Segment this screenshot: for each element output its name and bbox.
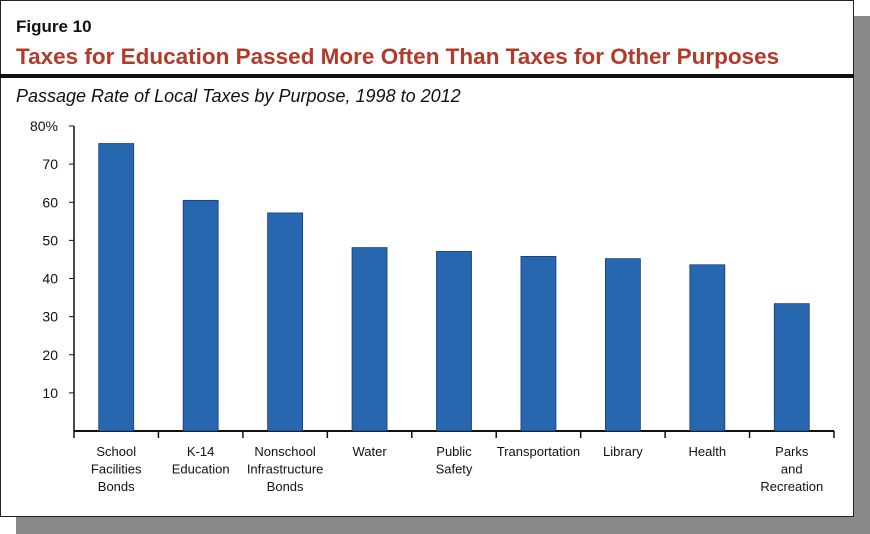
x-category-label: Parks: [775, 444, 809, 459]
x-category-label: Water: [352, 444, 387, 459]
bar-library: [604, 258, 641, 432]
y-tick-label: 60: [42, 194, 58, 210]
y-tick-label: 80%: [30, 118, 58, 134]
x-category-label: Bonds: [267, 479, 304, 494]
x-category-label: and: [781, 462, 803, 477]
y-tick-label: 20: [42, 347, 58, 363]
title-rule: [0, 74, 854, 78]
x-category-label: Nonschool: [254, 444, 316, 459]
bar-transportation: [520, 255, 557, 432]
y-tick-label: 50: [42, 232, 58, 248]
bar-public-safety: [436, 251, 472, 432]
y-tick-label: 10: [42, 385, 58, 401]
x-category-label: Infrastructure: [247, 462, 324, 477]
bar-school-facilities-bonds: [98, 143, 135, 432]
bar-k-14-education: [182, 199, 219, 432]
figure-label: Figure 10: [16, 17, 92, 36]
x-category-label: Safety: [436, 462, 473, 477]
chart-title: Taxes for Education Passed More Often Th…: [16, 44, 780, 69]
bar-parks-and-recreation: [773, 303, 810, 432]
x-category-label: Transportation: [497, 444, 580, 459]
x-category-label: School: [96, 444, 136, 459]
x-category-label: Recreation: [760, 479, 823, 494]
x-category-label: Health: [689, 444, 727, 459]
bar-health: [689, 264, 726, 432]
y-tick-label: 40: [42, 271, 58, 287]
x-category-label: Library: [603, 444, 643, 459]
y-tick-label: 30: [42, 309, 58, 325]
bar-water: [351, 247, 388, 432]
x-category-label: Bonds: [98, 479, 135, 494]
y-tick-label: 70: [42, 156, 58, 172]
x-category-label: Facilities: [91, 462, 142, 477]
x-category-label: Public: [436, 444, 472, 459]
x-category-label: K-14: [187, 444, 214, 459]
chart-subtitle: Passage Rate of Local Taxes by Purpose, …: [16, 86, 461, 106]
bar-nonschool-infrastructure-bonds: [267, 212, 304, 432]
x-category-label: Education: [172, 462, 230, 477]
